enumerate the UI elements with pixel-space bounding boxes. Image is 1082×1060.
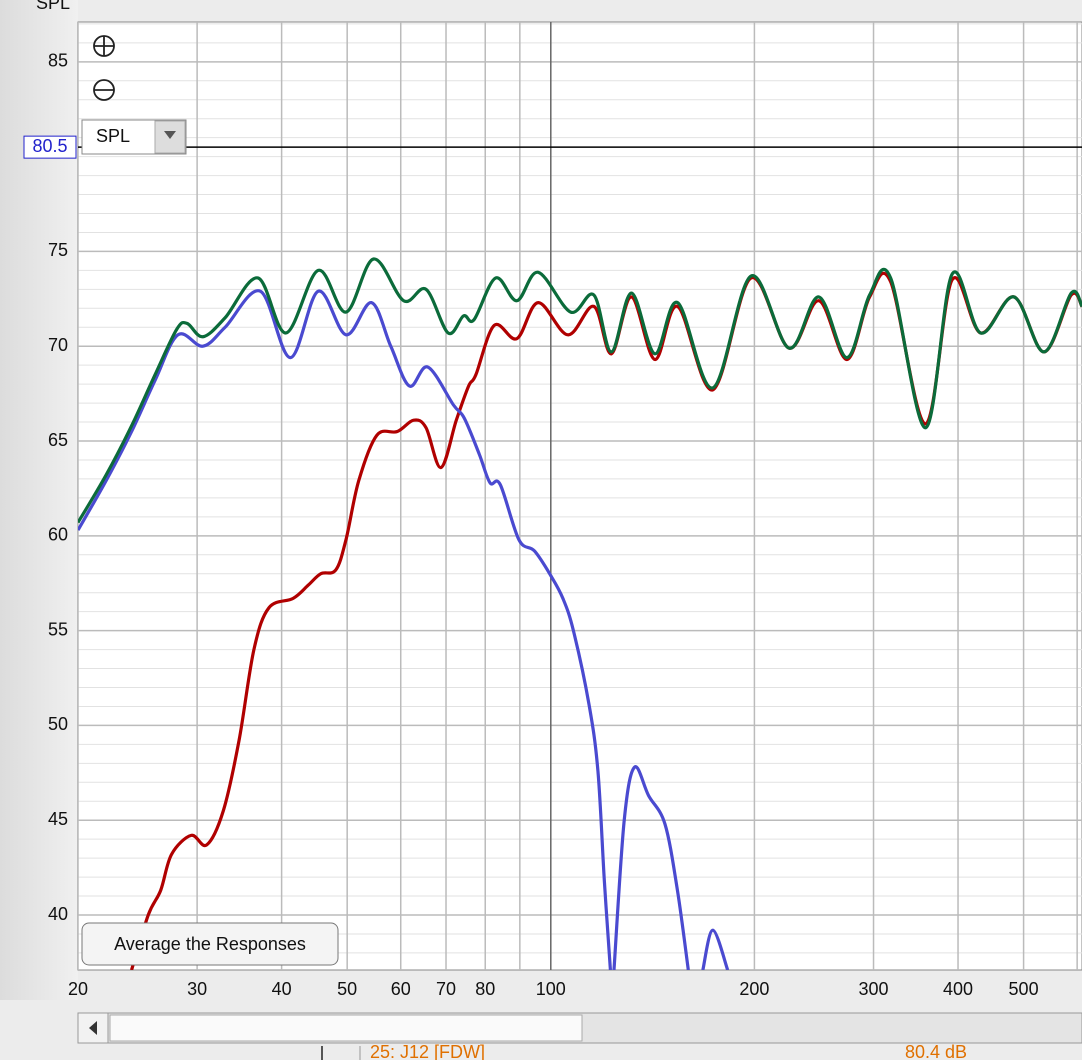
x-tick-label: 400 — [943, 979, 973, 999]
y-tick-label: 45 — [48, 809, 68, 829]
cursor-label-box — [23, 135, 77, 159]
average-button[interactable]: Average the Responses — [81, 922, 339, 966]
series-line — [78, 289, 730, 970]
x-tick-label: 500 — [1009, 979, 1039, 999]
button-label[interactable]: Average the Responses — [114, 934, 306, 954]
y-tick-label: 85 — [48, 51, 68, 71]
y-tick-label: 40 — [48, 904, 68, 924]
x-tick-label: 20 — [68, 979, 88, 999]
x-tick-label: 300 — [859, 979, 889, 999]
y-tick-label: 65 — [48, 430, 68, 450]
y-tick-label: 75 — [48, 240, 68, 260]
dropdown-label[interactable]: SPL — [96, 126, 130, 146]
x-tick-label: 30 — [187, 979, 207, 999]
cursor-label: 80.5 — [32, 136, 67, 156]
x-tick-label: 80 — [475, 979, 495, 999]
plot-area — [77, 21, 1082, 971]
x-tick-label: 40 — [272, 979, 292, 999]
x-tick-label: 70 — [436, 979, 456, 999]
dropdown[interactable]: SPL — [81, 119, 187, 155]
zoom-in[interactable] — [93, 35, 115, 57]
status-value: 80.4 dB — [905, 1042, 967, 1060]
y-tick-label: 50 — [48, 714, 68, 734]
x-tick-label: 60 — [391, 979, 411, 999]
y-tick-label: 70 — [48, 335, 68, 355]
x-tick-label: 200 — [739, 979, 769, 999]
y-tick-label: 55 — [48, 619, 68, 639]
y-tick-label: 60 — [48, 525, 68, 545]
y-axis-label: SPL — [36, 0, 70, 13]
x-tick-label: 100 — [536, 979, 566, 999]
zoom-out[interactable] — [93, 79, 115, 101]
series-line — [78, 257, 1082, 524]
scrollbar[interactable] — [77, 1012, 1082, 1044]
axis-background — [0, 0, 78, 1000]
x-tick-label: 50 — [337, 979, 357, 999]
status-item: 25: J12 [FDW] — [370, 1042, 485, 1060]
